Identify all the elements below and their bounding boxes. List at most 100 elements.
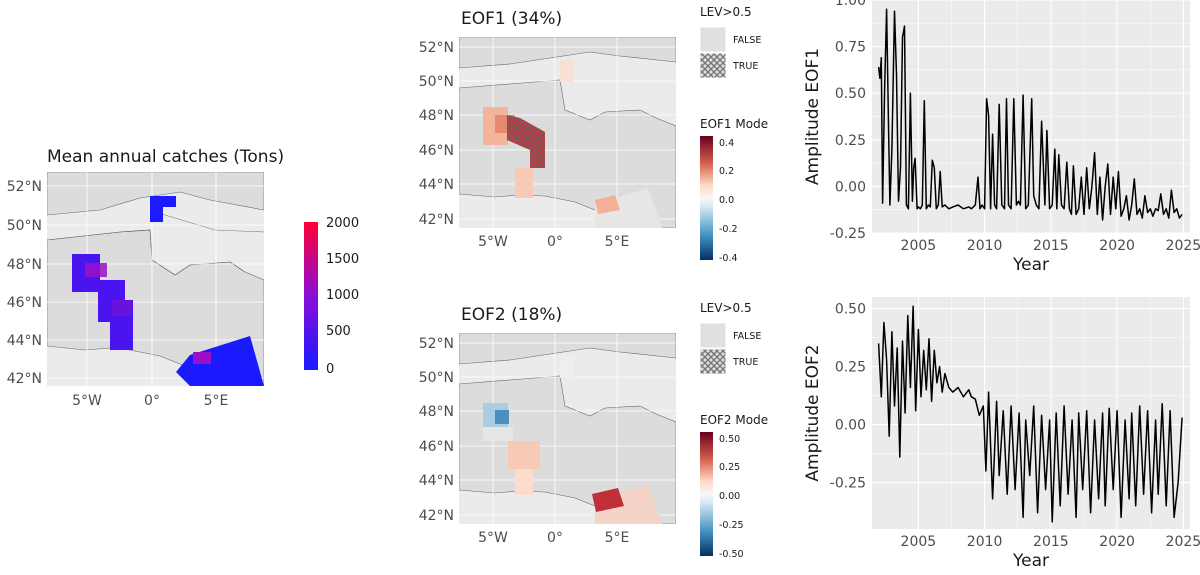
catch-legend-tick: 0: [326, 362, 334, 377]
eof1-lat-tick: 50°N: [419, 74, 454, 90]
eof2-lat-tick: 48°N: [419, 404, 454, 420]
amplitude-series-line: [877, 8, 1183, 221]
catch-map-lat-tick: 50°N: [7, 218, 42, 234]
eof1-lat-tick: 48°N: [419, 108, 454, 124]
eof2-amplitude-chart: 2005 2010 2015 2020 2025 -0.25 0.00 0.25 0.50 Yea…: [803, 297, 1200, 571]
x-tick-label: 2020: [1099, 534, 1135, 550]
catch-cells-hot3: [193, 352, 211, 364]
eof2-mode-colorbar: [700, 432, 713, 556]
eof1-mode-tick: -0.2: [719, 224, 738, 235]
eof1-england-land: [459, 37, 676, 69]
x-tick-label: 2010: [967, 238, 1003, 254]
eof1-lat-tick: 52°N: [419, 40, 454, 56]
catch-map-lat-tick: 48°N: [7, 257, 42, 273]
eof2-lon-tick: 5°W: [478, 530, 508, 546]
catch-map-lon-tick: 0°: [144, 393, 160, 409]
catch-colorbar: [304, 222, 318, 370]
eof1-mode-legend: EOF1 Mode 0.4 0.2 0.0 -0.2 -0.4: [700, 117, 768, 264]
eof2-lev-true-label: TRUE: [732, 357, 758, 368]
eof1-lat-tick: 42°N: [419, 212, 454, 228]
eof2-lat-tick: 44°N: [419, 473, 454, 489]
eof1-map-content: [459, 37, 676, 228]
y-tick-label: 0.00: [835, 179, 866, 195]
eof1-lev-legend: LEV>0.5 FALSE TRUE: [699, 5, 761, 79]
channel-coast: [47, 229, 246, 276]
catch-cells-hot2: [112, 300, 132, 316]
catch-cells-med: [176, 336, 264, 386]
eof2-lon-ticks: 5°W 0° 5°E: [478, 530, 629, 546]
eof2-mode-tick: 0.25: [719, 462, 740, 473]
eof2-cells-south: [515, 469, 533, 495]
eof2-map-content: [459, 333, 676, 524]
catch-map-lat-tick: 42°N: [7, 371, 42, 387]
eof2-map-panel: EOF2 (18%) 52°N 50°N 48°N: [419, 301, 768, 560]
x-tick-label: 2015: [1033, 534, 1069, 550]
catch-map-lat-tick: 44°N: [7, 333, 42, 349]
eof1-mode-tick: 0.2: [719, 166, 734, 177]
eof1-lon-tick: 5°W: [478, 234, 508, 250]
eof1-cells-med: [595, 188, 662, 228]
x-tick-label: 2020: [1099, 238, 1135, 254]
eof2-mode-tick: 0.00: [719, 491, 740, 502]
eof2-england-land: [459, 333, 676, 365]
catch-map-lon-ticks: 5°W 0° 5°E: [72, 393, 228, 409]
y-axis-label: Amplitude EOF2: [803, 344, 823, 481]
belgium-border: [154, 211, 264, 233]
y-tick-label: 0.75: [835, 40, 866, 56]
catch-cells-hot1: [85, 263, 107, 277]
eof2-lev-false-label: FALSE: [733, 331, 761, 342]
eof1-mode-title: EOF1 Mode: [700, 117, 768, 131]
catch-legend-tick: 1500: [326, 252, 359, 267]
eof1-lon-tick: 5°E: [605, 234, 630, 250]
eof2-lev-true-key: [699, 348, 727, 375]
catch-legend-tick: 1000: [326, 288, 359, 303]
eof2-map-title: EOF2 (18%): [461, 305, 562, 325]
eof1-lat-tick: 46°N: [419, 143, 454, 159]
catch-map-panel: Mean annual catches (Tons) 52°N 50°: [7, 147, 359, 409]
eof2-cells-med-hot: [592, 488, 624, 512]
eof1-lev-true-key: [699, 52, 727, 79]
eof1-map-panel: EOF1 (34%) 52°N 50°N 48°N: [419, 5, 768, 264]
catch-map-lat-ticks: 52°N 50°N 48°N 46°N 44°N 42°N: [7, 179, 42, 387]
eof1-lat-ticks: 52°N 50°N 48°N 46°N 44°N 42°N: [419, 40, 454, 228]
eof2-cells-north: [560, 356, 574, 378]
y-tick-label: -0.25: [830, 476, 866, 492]
eof2-mode-tick: 0.50: [719, 434, 740, 445]
eof2-mode-tick: -0.50: [719, 549, 744, 560]
y-tick-label: 0.25: [835, 133, 866, 149]
eof2-cells-shelf: [508, 441, 540, 469]
eof2-mode-title: EOF2 Mode: [700, 413, 768, 427]
eof1-lev-false-key: [699, 26, 727, 53]
england-land: [47, 172, 264, 216]
catch-map-lat-tick: 46°N: [7, 295, 42, 311]
eof1-map-title: EOF1 (34%): [461, 9, 562, 29]
eof2-lat-tick: 50°N: [419, 370, 454, 386]
eof1-lev-false-label: FALSE: [733, 35, 761, 46]
eof2-cells-mid: [483, 427, 513, 441]
eof1-amplitude-chart: 2005 2010 2015 2020 2025 -0.25 0.00 0.25 0.50 0.7…: [803, 0, 1200, 275]
eof1-mode-tick: 0.4: [719, 138, 734, 149]
x-axis-label: Year: [1012, 551, 1049, 571]
x-tick-label: 2015: [1033, 238, 1069, 254]
catch-map-content: [47, 172, 264, 386]
eof1-lon-ticks: 5°W 0° 5°E: [478, 234, 629, 250]
y-tick-label: 0.00: [835, 418, 866, 434]
eof2-cells-med: [595, 484, 662, 524]
eof2-mode-tick: -0.25: [719, 520, 744, 531]
eof2-lev-false-key: [699, 322, 727, 349]
eof2-lon-tick: 0°: [547, 530, 563, 546]
eof1-cells-south: [515, 168, 533, 198]
catch-cells-north: [150, 196, 176, 222]
x-tick-label: 2025: [1166, 238, 1200, 254]
eof2-lev-legend: LEV>0.5 FALSE TRUE: [699, 301, 761, 375]
catch-map-lon-tick: 5°W: [72, 393, 102, 409]
catch-map-lon-tick: 5°E: [204, 393, 229, 409]
catch-legend-tick: 500: [326, 324, 351, 339]
eof1-lev-title: LEV>0.5: [700, 5, 752, 19]
y-tick-label: 0.50: [835, 302, 866, 318]
y-tick-label: 1.00: [835, 0, 866, 9]
eof2-lat-tick: 46°N: [419, 439, 454, 455]
eof1-mode-tick: 0.0: [719, 195, 734, 206]
eof1-lon-tick: 0°: [547, 234, 563, 250]
